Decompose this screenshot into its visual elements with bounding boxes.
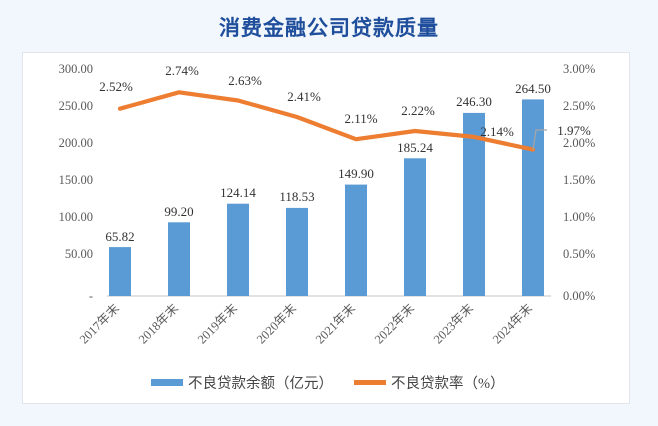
right-axis-tick: 0.50%: [563, 247, 595, 261]
right-axis-tick: 2.00%: [563, 136, 595, 150]
legend-label-line[interactable]: 不良贷款率（%）: [391, 375, 505, 392]
left-axis-tick: 300.00: [59, 62, 93, 76]
line-series-npl-ratio[interactable]: [117, 90, 536, 152]
left-axis-tick: 150.00: [59, 173, 93, 187]
bar-2020[interactable]: [286, 207, 308, 296]
right-axis-tick: 3.00%: [563, 62, 595, 76]
right-axis-tick: 0.00%: [563, 289, 595, 303]
leader-line-2024: [532, 129, 547, 150]
cat-label-2024: 2024年末: [490, 301, 536, 347]
cat-label-2022: 2022年末: [372, 301, 418, 347]
line-label-2024: 1.97%: [557, 123, 591, 138]
left-axis-tick: -: [89, 289, 93, 303]
bar-2024[interactable]: [522, 99, 544, 297]
line-label-2017: 2.52%: [99, 79, 133, 94]
line-value-labels: 2.52% 2.74% 2.63% 2.41% 2.11% 2.22% 2.14…: [99, 63, 591, 139]
chart-container: 300.00 250.00 200.00 150.00 100.00 50.00…: [22, 52, 630, 404]
cat-label-2017: 2017年末: [77, 301, 123, 347]
line-label-2023: 2.14%: [480, 124, 514, 139]
cat-label-2021: 2021年末: [313, 301, 359, 347]
right-axis: 3.00% 2.50% 2.00% 1.50% 1.00% 0.50% 0.00…: [563, 62, 595, 303]
bar-2022[interactable]: [404, 158, 426, 296]
bar-2021[interactable]: [345, 184, 367, 296]
line-label-2018: 2.74%: [165, 63, 199, 78]
page-title: 消费金融公司贷款质量: [219, 17, 439, 40]
bar-label-2020: 118.53: [279, 189, 314, 204]
left-axis: 300.00 250.00 200.00 150.00 100.00 50.00…: [59, 62, 93, 303]
bar-label-2022: 185.24: [397, 140, 433, 155]
cat-label-2019: 2019年末: [195, 301, 241, 347]
cat-label-2020: 2020年末: [254, 301, 300, 347]
left-axis-tick: 200.00: [59, 136, 93, 150]
right-axis-tick: 1.00%: [563, 210, 595, 224]
bar-label-2023: 246.30: [456, 94, 492, 109]
left-axis-tick: 50.00: [65, 247, 93, 261]
line-label-2022: 2.22%: [401, 103, 435, 118]
category-labels: 2017年末 2018年末 2019年末 2020年末 2021年末 2022年…: [77, 301, 536, 347]
bar-value-labels: 65.82 99.20 124.14 118.53 149.90 185.24 …: [105, 81, 551, 244]
line-label-2020: 2.41%: [287, 89, 321, 104]
line-label-2021: 2.11%: [344, 111, 377, 126]
cat-label-2023: 2023年末: [431, 301, 477, 347]
right-axis-tick: 2.50%: [563, 99, 595, 113]
bar-label-2019: 124.14: [220, 185, 256, 200]
legend-swatch-bar[interactable]: [151, 379, 183, 386]
bar-2018[interactable]: [168, 222, 190, 296]
right-axis-tick: 1.50%: [563, 173, 595, 187]
left-axis-tick: 100.00: [59, 210, 93, 224]
chart-legend: 不良贷款余额（亿元） 不良贷款率（%）: [151, 374, 505, 392]
legend-label-bar[interactable]: 不良贷款余额（亿元）: [188, 374, 333, 392]
bar-label-2017: 65.82: [105, 229, 134, 244]
cat-label-2018: 2018年末: [136, 301, 182, 347]
bar-label-2024: 264.50: [515, 81, 551, 96]
left-axis-tick: 250.00: [59, 99, 93, 113]
bar-label-2021: 149.90: [338, 166, 374, 181]
bar-label-2018: 99.20: [164, 204, 193, 219]
bar-2023[interactable]: [463, 112, 485, 297]
legend-swatch-line[interactable]: [354, 380, 386, 385]
line-label-2019: 2.63%: [228, 73, 262, 88]
bar-2019[interactable]: [227, 203, 249, 296]
loan-quality-chart: 300.00 250.00 200.00 150.00 100.00 50.00…: [59, 62, 596, 392]
bar-2017[interactable]: [109, 247, 131, 296]
